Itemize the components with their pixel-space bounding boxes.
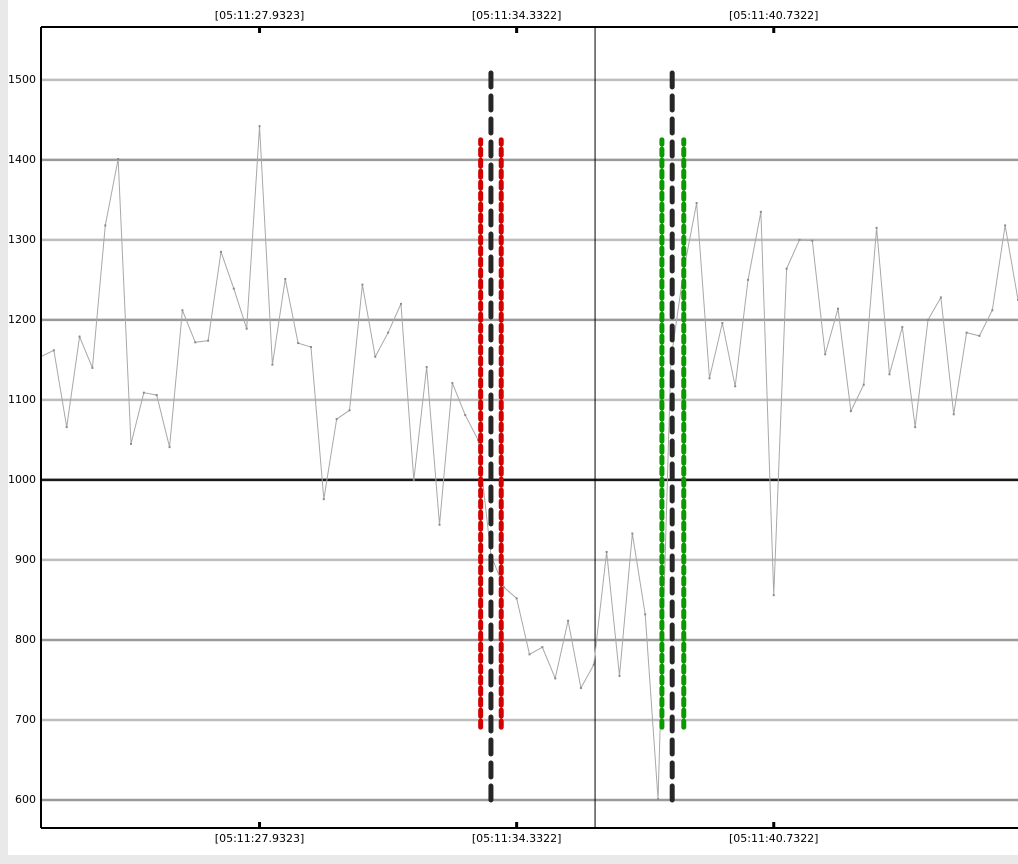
data-point xyxy=(914,426,917,429)
data-point xyxy=(387,331,390,334)
data-point xyxy=(129,442,132,445)
data-point xyxy=(219,250,222,253)
data-point xyxy=(181,309,184,312)
data-point xyxy=(734,385,737,388)
y-tick-label: 800 xyxy=(15,633,36,646)
data-point xyxy=(708,377,711,380)
y-tick-label: 1400 xyxy=(8,153,36,166)
data-point xyxy=(464,414,467,417)
data-point xyxy=(592,663,595,666)
data-point xyxy=(515,597,518,600)
data-point xyxy=(207,339,210,342)
data-point xyxy=(425,366,428,369)
y-tick-label: 1300 xyxy=(8,233,36,246)
data-point xyxy=(798,238,801,241)
x-tick-label-top: [05:11:40.7322] xyxy=(729,9,818,22)
data-point xyxy=(117,158,120,161)
data-point xyxy=(837,307,840,310)
data-point xyxy=(579,686,582,689)
data-point xyxy=(104,224,107,227)
data-point xyxy=(322,498,325,501)
data-point xyxy=(65,426,68,429)
data-point xyxy=(502,586,505,589)
data-point xyxy=(824,353,827,356)
data-point xyxy=(554,677,557,680)
data-point xyxy=(849,410,852,413)
data-point xyxy=(155,394,158,397)
data-point xyxy=(875,226,878,229)
y-tick-label: 600 xyxy=(15,793,36,806)
y-tick-label: 1100 xyxy=(8,393,36,406)
data-point xyxy=(978,334,981,337)
x-tick-label-top: [05:11:27.9323] xyxy=(215,9,304,22)
data-point xyxy=(644,613,647,616)
data-point xyxy=(335,418,338,421)
data-point xyxy=(759,210,762,213)
data-point xyxy=(772,594,775,597)
data-point xyxy=(657,798,660,801)
data-point xyxy=(348,409,351,412)
data-point xyxy=(952,413,955,416)
data-point xyxy=(399,302,402,305)
data-point xyxy=(862,383,865,386)
data-point xyxy=(52,349,55,352)
data-point xyxy=(438,523,441,526)
data-point xyxy=(631,532,634,535)
data-point xyxy=(477,438,480,441)
data-point xyxy=(91,366,94,369)
data-point xyxy=(142,391,145,394)
x-tick-label-bottom: [05:11:27.9323] xyxy=(215,832,304,845)
data-point xyxy=(567,619,570,622)
x-tick-label-bottom: [05:11:40.7322] xyxy=(729,832,818,845)
data-point xyxy=(541,646,544,649)
data-point xyxy=(194,341,197,344)
data-point xyxy=(618,674,621,677)
y-tick-label: 1000 xyxy=(8,473,36,486)
plot-content xyxy=(41,62,1018,803)
data-point xyxy=(168,446,171,449)
data-point xyxy=(888,373,891,376)
data-point xyxy=(1004,224,1007,227)
y-tick-label: 1200 xyxy=(8,313,36,326)
data-point xyxy=(991,309,994,312)
data-point xyxy=(374,355,377,358)
data-point xyxy=(361,283,364,286)
data-point xyxy=(297,342,300,345)
data-point xyxy=(965,331,968,334)
data-point xyxy=(258,125,261,128)
x-tick-label-bottom: [05:11:34.3322] xyxy=(472,832,561,845)
data-point xyxy=(747,278,750,281)
data-point xyxy=(927,318,930,321)
data-point xyxy=(528,653,531,656)
y-tick-label: 700 xyxy=(15,713,36,726)
data-point xyxy=(605,550,608,553)
data-point xyxy=(451,382,454,385)
data-point xyxy=(309,346,312,349)
data-point xyxy=(811,239,814,242)
plot-area xyxy=(41,27,1018,828)
data-point xyxy=(284,278,287,281)
data-point xyxy=(901,326,904,329)
y-tick-label: 1500 xyxy=(8,73,36,86)
data-point xyxy=(245,327,248,330)
data-point xyxy=(721,322,724,325)
data-point xyxy=(412,478,415,481)
x-tick-label-top: [05:11:34.3322] xyxy=(472,9,561,22)
data-point xyxy=(232,287,235,290)
y-tick-label: 900 xyxy=(15,553,36,566)
data-point xyxy=(939,296,942,299)
data-point xyxy=(78,335,81,338)
data-point xyxy=(271,363,274,366)
data-point xyxy=(785,267,788,270)
data-point xyxy=(695,202,698,205)
